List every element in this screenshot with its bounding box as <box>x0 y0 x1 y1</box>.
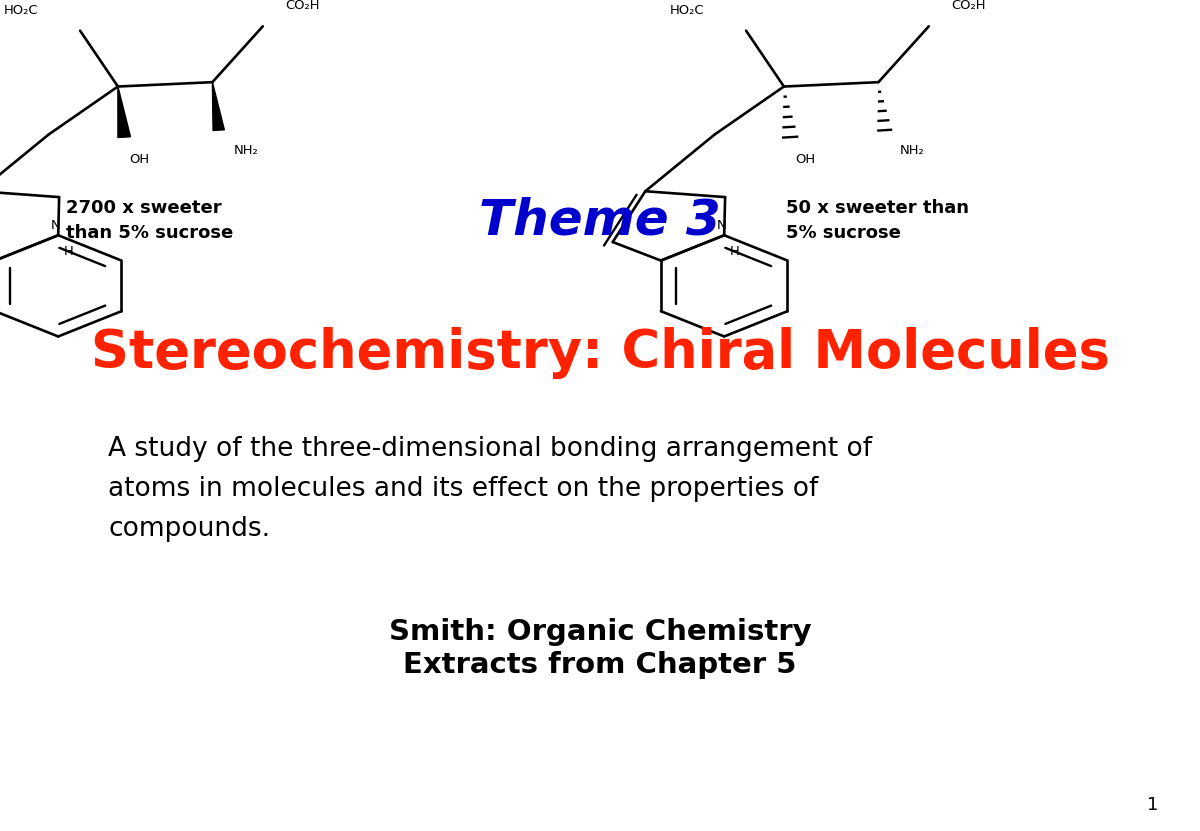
Text: H: H <box>730 245 739 258</box>
Text: N: N <box>718 219 727 232</box>
Text: 2700 x sweeter
than 5% sucrose: 2700 x sweeter than 5% sucrose <box>66 199 233 242</box>
Text: CO₂H: CO₂H <box>286 0 320 12</box>
Text: HO₂C: HO₂C <box>670 3 704 17</box>
Text: Smith: Organic Chemistry: Smith: Organic Chemistry <box>389 617 811 646</box>
Text: 50 x sweeter than
5% sucrose: 50 x sweeter than 5% sucrose <box>786 199 970 242</box>
Text: Stereochemistry: Chiral Molecules: Stereochemistry: Chiral Molecules <box>90 327 1110 379</box>
Text: 1: 1 <box>1147 796 1158 814</box>
Text: CO₂H: CO₂H <box>952 0 986 12</box>
Text: OH: OH <box>130 153 149 166</box>
Text: N: N <box>52 219 61 232</box>
Text: Extracts from Chapter 5: Extracts from Chapter 5 <box>403 651 797 679</box>
Polygon shape <box>212 82 224 130</box>
Polygon shape <box>118 86 131 137</box>
Text: H: H <box>64 245 73 258</box>
Text: NH₂: NH₂ <box>900 144 924 157</box>
Text: NH₂: NH₂ <box>234 144 258 157</box>
Text: HO₂C: HO₂C <box>4 3 38 17</box>
Text: A study of the three-dimensional bonding arrangement of
atoms in molecules and i: A study of the three-dimensional bonding… <box>108 436 872 543</box>
Text: OH: OH <box>796 153 815 166</box>
Text: Theme 3: Theme 3 <box>479 196 721 244</box>
